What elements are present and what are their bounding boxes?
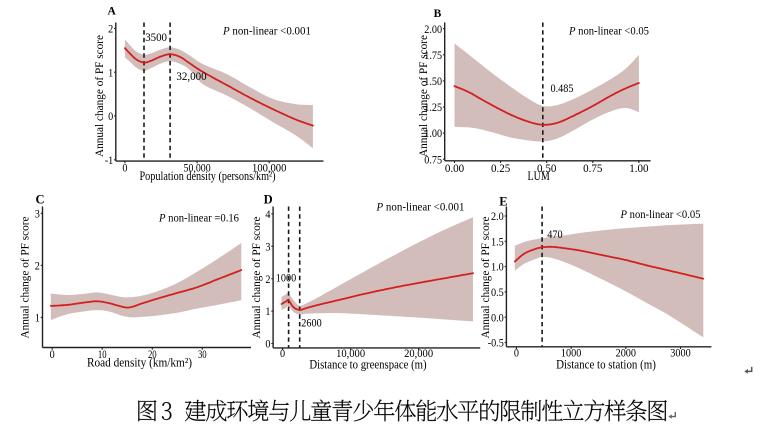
- svg-text:3: 3: [35, 206, 40, 220]
- svg-text:1000: 1000: [276, 271, 296, 285]
- svg-text:Annual change of PF score: Annual change of PF score: [416, 35, 430, 157]
- svg-text:20: 20: [148, 347, 157, 361]
- svg-text:4: 4: [265, 207, 270, 221]
- svg-text:0.75: 0.75: [424, 152, 442, 166]
- svg-text:0.485: 0.485: [551, 81, 574, 95]
- svg-text:2600: 2600: [301, 315, 321, 329]
- svg-text:A: A: [108, 6, 117, 18]
- svg-text:Population density (persons/km: Population density (persons/km²): [140, 169, 276, 183]
- svg-text:Distance to greenspace (m): Distance to greenspace (m): [309, 358, 426, 372]
- svg-text:1.00: 1.00: [424, 126, 442, 140]
- svg-text:P non-linear <0.001: P non-linear <0.001: [376, 200, 465, 214]
- svg-text:1.0: 1.0: [491, 260, 504, 274]
- svg-text:30: 30: [198, 347, 207, 361]
- svg-text:-0.5: -0.5: [488, 336, 504, 350]
- svg-text:2: 2: [35, 258, 40, 272]
- svg-text:2000: 2000: [616, 346, 636, 360]
- svg-text:50,000: 50,000: [184, 161, 211, 175]
- svg-text:Annual change of PF score: Annual change of PF score: [478, 217, 492, 339]
- svg-text:1.25: 1.25: [424, 100, 442, 114]
- svg-text:10: 10: [98, 347, 107, 361]
- svg-text:LUM: LUM: [527, 169, 549, 183]
- svg-text:0.0: 0.0: [491, 310, 504, 324]
- svg-text:3500: 3500: [145, 30, 167, 44]
- svg-text:1: 1: [108, 65, 113, 79]
- svg-text:P non-linear <0.001: P non-linear <0.001: [222, 23, 311, 37]
- svg-text:2: 2: [265, 272, 270, 286]
- svg-text:0: 0: [514, 346, 519, 360]
- svg-text:0: 0: [50, 347, 55, 361]
- svg-text:0.00: 0.00: [445, 161, 464, 175]
- svg-text:0: 0: [265, 337, 270, 351]
- svg-text:0.25: 0.25: [491, 161, 510, 175]
- svg-text:-1: -1: [105, 153, 114, 167]
- svg-text:1.75: 1.75: [424, 48, 442, 62]
- svg-text:0.50: 0.50: [537, 161, 556, 175]
- svg-text:0: 0: [122, 161, 127, 175]
- svg-text:32,000: 32,000: [176, 69, 206, 83]
- svg-text:10,000: 10,000: [336, 346, 365, 360]
- svg-text:0.5: 0.5: [491, 285, 504, 299]
- svg-text:1.50: 1.50: [424, 74, 442, 88]
- svg-text:E: E: [499, 194, 507, 208]
- svg-text:20,000: 20,000: [404, 346, 433, 360]
- svg-text:2: 2: [108, 22, 113, 36]
- svg-text:Annual change of PF score: Annual change of PF score: [92, 35, 106, 157]
- svg-text:1000: 1000: [561, 346, 581, 360]
- svg-text:1: 1: [35, 311, 40, 325]
- svg-text:Annual change of PF score: Annual change of PF score: [249, 217, 263, 339]
- svg-text:1.00: 1.00: [629, 161, 648, 175]
- svg-text:470: 470: [547, 227, 562, 241]
- svg-text:0: 0: [280, 346, 285, 360]
- svg-text:D: D: [264, 193, 273, 207]
- svg-text:2.0: 2.0: [491, 209, 504, 223]
- svg-text:1.5: 1.5: [491, 234, 504, 248]
- svg-text:P non-linear <0.05: P non-linear <0.05: [620, 207, 701, 221]
- svg-text:Road density (km/km²): Road density (km/km²): [87, 356, 192, 370]
- svg-text:3000: 3000: [670, 346, 690, 360]
- svg-text:1: 1: [265, 304, 270, 318]
- svg-text:C: C: [36, 192, 45, 206]
- svg-text:3: 3: [265, 239, 270, 253]
- svg-text:P non-linear =0.16: P non-linear =0.16: [158, 211, 239, 225]
- svg-text:0: 0: [108, 109, 113, 123]
- svg-text:P non-linear <0.05: P non-linear <0.05: [568, 23, 649, 37]
- svg-text:100,000: 100,000: [252, 161, 286, 175]
- svg-text:2.00: 2.00: [424, 22, 442, 36]
- svg-text:Distance to station (m): Distance to station (m): [556, 358, 656, 372]
- svg-text:B: B: [434, 8, 442, 20]
- svg-text:0.75: 0.75: [583, 161, 602, 175]
- svg-text:Annual change of PF score: Annual change of PF score: [18, 217, 32, 339]
